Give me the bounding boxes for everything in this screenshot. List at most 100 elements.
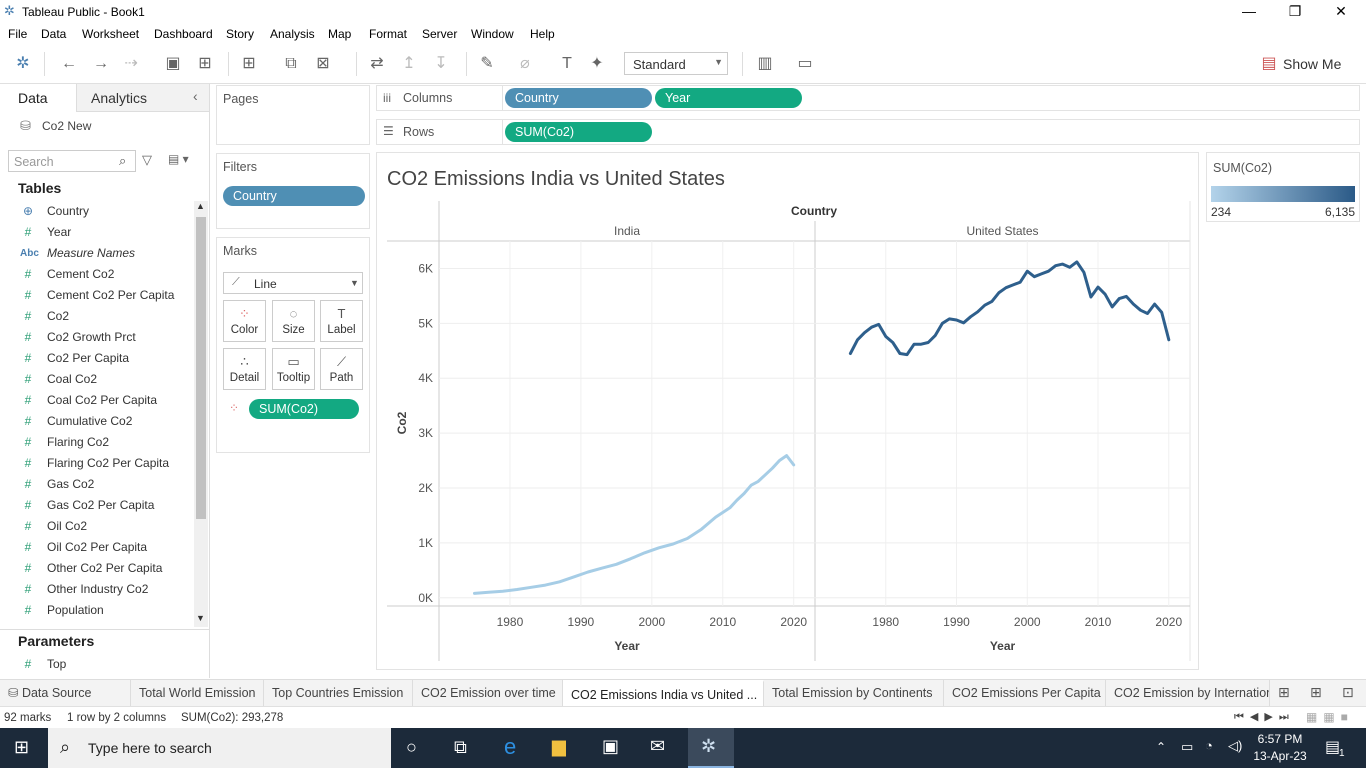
field-item[interactable]: # Population [0,600,192,621]
size-card[interactable]: ◌ Size [272,300,315,342]
new-datasource-icon[interactable]: ⊞ [198,55,212,72]
columns-shelf[interactable]: iii Columns Country Year [376,85,1360,111]
filter-icon[interactable]: ▽ [142,152,152,167]
mail-icon[interactable]: ✉ [650,736,666,756]
path-card[interactable]: ⟋ Path [320,348,363,390]
clock-date[interactable]: 13-Apr-23 [1253,749,1307,763]
save-icon[interactable]: ▣ [165,55,181,72]
pin-icon[interactable]: ✦ [590,55,604,72]
columns-pill-year[interactable]: Year [655,88,802,108]
marks-pill-sum-co2[interactable]: SUM(Co2) [249,399,359,419]
field-item[interactable]: # Cumulative Co2 [0,411,192,432]
collapse-icon[interactable]: ‹ [193,88,198,104]
chevron-up-icon[interactable]: ⌃ [1156,740,1167,754]
show-labels-icon[interactable]: T [562,55,572,72]
new-story-icon[interactable]: ⊡ [1342,684,1354,700]
scroll-down-icon[interactable]: ▼ [196,613,205,623]
mark-type-dropdown[interactable]: ⟋ Line ▼ [223,272,363,294]
close-button[interactable]: ✕ [1335,3,1347,19]
menu-server[interactable]: Server [422,27,458,41]
menu-format[interactable]: Format [369,27,408,41]
tab-total-emission-by-continents[interactable]: Total Emission by Continents [764,680,944,706]
sort-ascending-icon[interactable]: ↥ [402,55,416,72]
menu-help[interactable]: Help [530,27,555,41]
field-item[interactable]: ⊕ Country [0,201,192,222]
clear-sheet-icon[interactable]: ⊠ [316,55,330,72]
field-item[interactable]: # Flaring Co2 Per Capita [0,453,192,474]
filter-pill-country[interactable]: Country [223,186,365,206]
detail-card[interactable]: ∴ Detail [223,348,266,390]
menu-file[interactable]: File [8,27,28,41]
menu-worksheet[interactable]: Worksheet [82,27,140,41]
view-mode-icons[interactable]: ▦▦■ [1306,710,1354,724]
restore-button[interactable]: ❐ [1288,3,1302,19]
menu-map[interactable]: Map [328,27,352,41]
parameter-top[interactable]: # Top [0,654,192,675]
tooltip-card[interactable]: ▭ Tooltip [272,348,315,390]
field-item[interactable]: # Other Co2 Per Capita [0,558,192,579]
tab-co2-emission-over-time[interactable]: CO2 Emission over time [413,680,563,706]
show-me-icon[interactable]: ▤ [1261,55,1277,72]
field-item[interactable]: # Coal Co2 Per Capita [0,390,192,411]
tab-co2-india-vs-us[interactable]: CO2 Emissions India vs United ... [563,680,764,706]
task-view-icon[interactable]: ⧉ [454,737,467,757]
file-explorer-icon[interactable]: ▆ [552,736,566,756]
clock-time[interactable]: 6:57 PM [1257,732,1303,746]
notification-icon[interactable]: ▤ [1325,739,1341,756]
menu-window[interactable]: Window [471,27,514,41]
tab-data[interactable]: Data [0,84,76,112]
fit-dropdown[interactable]: Standard ▼ [624,52,728,75]
new-dashboard-icon[interactable]: ⊞ [1310,684,1322,700]
line-chart[interactable]: Country India 1980 1990 2000 2010 2020 Year Unit… [377,193,1198,669]
field-item[interactable]: # Cement Co2 Per Capita [0,285,192,306]
pages-shelf[interactable]: Pages [216,85,370,145]
columns-pill-country[interactable]: Country [505,88,652,108]
scroll-up-icon[interactable]: ▲ [196,201,205,211]
volume-icon[interactable]: ◁) [1228,738,1243,753]
rows-shelf[interactable]: ☰ Rows SUM(Co2) [376,119,1360,145]
field-item[interactable]: Abc Measure Names [0,243,192,264]
label-card[interactable]: T Label [320,300,363,342]
field-item[interactable]: # Gas Co2 Per Capita [0,495,192,516]
replay-icon[interactable]: ⇢ [124,55,138,72]
search-box[interactable]: Search ⌕ [8,150,136,172]
filters-shelf[interactable]: Filters Country [216,153,370,229]
field-item[interactable]: # Oil Co2 Per Capita [0,537,192,558]
scrollbar[interactable]: ▲ ▼ [194,201,208,627]
menu-analysis[interactable]: Analysis [270,27,315,41]
presentation-icon[interactable]: ▭ [797,55,813,72]
tab-co2-emission-by-internation[interactable]: CO2 Emission by Internation [1106,680,1270,706]
view-options-icon[interactable]: ▤ ▾ [168,152,189,166]
rows-pill-sum-co2[interactable]: SUM(Co2) [505,122,652,142]
swap-icon[interactable]: ⇄ [370,55,384,72]
tableau-home-icon[interactable]: ✲ [16,55,30,72]
tab-analytics[interactable]: Analytics ‹ [76,84,209,112]
store-icon[interactable]: ▣ [602,736,620,756]
tab-top-countries-emission[interactable]: Top Countries Emission [264,680,413,706]
redo-icon[interactable]: → [93,55,109,72]
sort-descending-icon[interactable]: ↧ [434,55,448,72]
field-item[interactable]: # Gas Co2 [0,474,192,495]
undo-icon[interactable]: ← [61,55,77,72]
datasource-name[interactable]: Co2 New [42,119,92,133]
new-worksheet-icon[interactable]: ⊞ [1278,684,1290,700]
minimize-button[interactable]: — [1242,3,1256,19]
taskbar-search[interactable]: ⌕ Type here to search [48,728,391,768]
menu-data[interactable]: Data [41,27,67,41]
edge-icon[interactable]: e [504,734,517,759]
field-item[interactable]: # Co2 [0,306,192,327]
menu-story[interactable]: Story [226,27,255,41]
battery-icon[interactable]: ▭ [1181,739,1194,754]
cortana-icon[interactable]: ○ [406,737,417,757]
highlight-icon[interactable]: ✎ [480,55,494,72]
duplicate-sheet-icon[interactable]: ⧉ [285,55,297,72]
scrollbar-thumb[interactable] [196,217,206,519]
group-icon[interactable]: ⌀ [520,55,530,72]
wifi-icon[interactable]: ◔ [1205,738,1213,753]
field-item[interactable]: # Other Industry Co2 [0,579,192,600]
new-worksheet-icon[interactable]: ⊞ [242,55,256,72]
show-me-button[interactable]: Show Me [1283,56,1342,72]
menu-dashboard[interactable]: Dashboard [154,27,213,41]
field-item[interactable]: # Cement Co2 [0,264,192,285]
field-item[interactable]: # Oil Co2 [0,516,192,537]
